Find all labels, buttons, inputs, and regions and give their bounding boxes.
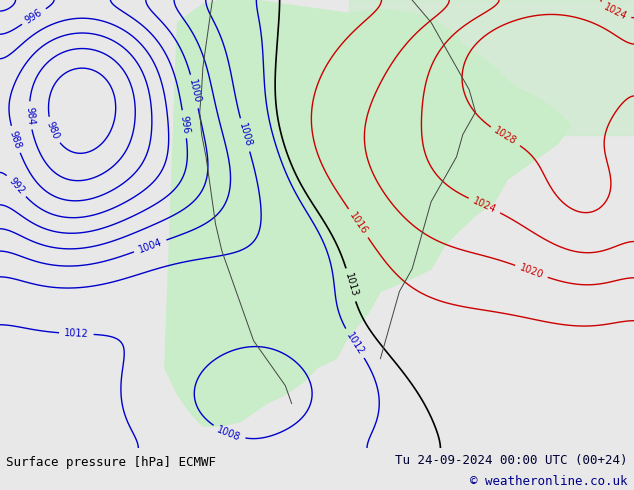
Text: 1028: 1028 [492,126,519,147]
Text: 996: 996 [178,115,191,134]
Text: 988: 988 [8,129,23,150]
Polygon shape [349,0,634,135]
Polygon shape [165,0,571,426]
Text: 1012: 1012 [344,330,366,356]
Text: 1024: 1024 [602,2,628,22]
Text: 1020: 1020 [518,263,545,280]
Text: 996: 996 [23,7,44,25]
Text: 980: 980 [45,120,61,141]
Text: Surface pressure [hPa] ECMWF: Surface pressure [hPa] ECMWF [6,456,216,469]
Text: Tu 24-09-2024 00:00 UTC (00+24): Tu 24-09-2024 00:00 UTC (00+24) [395,454,628,467]
Text: © weatheronline.co.uk: © weatheronline.co.uk [470,475,628,488]
Text: 1004: 1004 [137,237,164,255]
Text: 992: 992 [6,176,26,196]
Text: 1012: 1012 [64,328,89,339]
Text: 1008: 1008 [237,122,253,148]
Text: 1008: 1008 [216,424,242,442]
Text: 1016: 1016 [347,210,370,236]
Text: 984: 984 [24,106,36,125]
Text: 1000: 1000 [187,78,202,104]
Text: 1024: 1024 [471,196,498,215]
Text: 1013: 1013 [342,272,359,298]
